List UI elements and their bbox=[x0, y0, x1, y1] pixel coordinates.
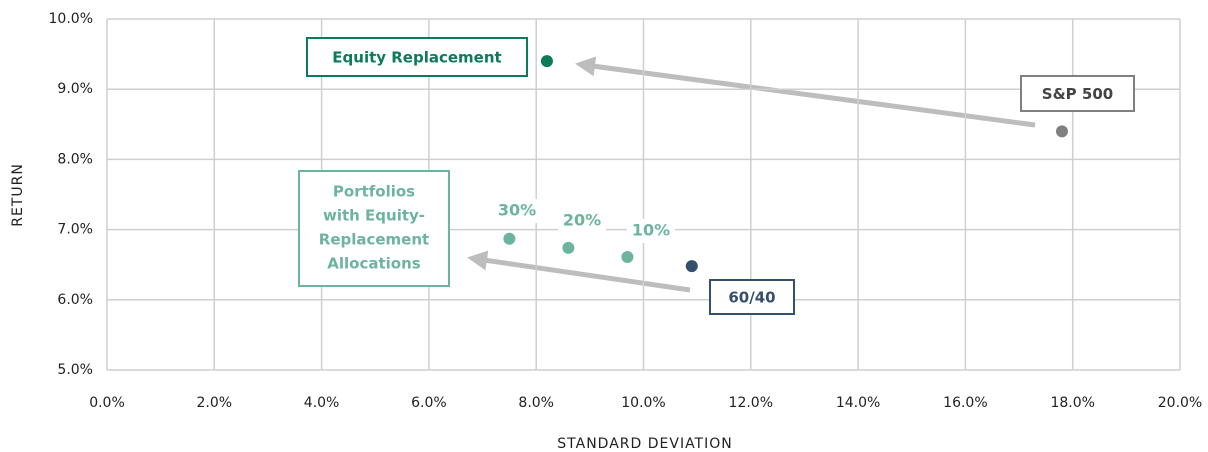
point-label: 10% bbox=[632, 221, 670, 240]
series-label: Replacement bbox=[319, 231, 429, 249]
y-tick-label: 8.0% bbox=[57, 151, 93, 167]
series-label: Equity Replacement bbox=[332, 49, 501, 67]
y-tick-label: 7.0% bbox=[57, 222, 93, 238]
x-tick-label: 20.0% bbox=[1158, 395, 1202, 411]
y-tick-label: 6.0% bbox=[57, 292, 93, 308]
x-tick-label: 4.0% bbox=[304, 395, 340, 411]
series-label: with Equity- bbox=[323, 207, 425, 225]
label-bg bbox=[558, 209, 606, 233]
point-label: 20% bbox=[563, 211, 601, 230]
label-box bbox=[709, 279, 795, 315]
series-label: 60/40 bbox=[728, 289, 775, 307]
label-bg bbox=[627, 219, 675, 243]
point bbox=[621, 250, 634, 263]
label-box bbox=[1020, 75, 1135, 112]
x-tick-label: 2.0% bbox=[197, 395, 233, 411]
series-label: Allocations bbox=[327, 255, 421, 273]
x-tick-label: 10.0% bbox=[621, 395, 665, 411]
point bbox=[503, 232, 516, 245]
x-axis-label: STANDARD DEVIATION bbox=[557, 436, 732, 452]
y-tick-label: 10.0% bbox=[49, 11, 93, 27]
x-tick-label: 18.0% bbox=[1050, 395, 1094, 411]
point-label: 30% bbox=[498, 201, 536, 220]
label-box bbox=[298, 170, 450, 287]
series-label: S&P 500 bbox=[1042, 85, 1113, 103]
x-tick-label: 14.0% bbox=[836, 395, 880, 411]
x-tick-label: 6.0% bbox=[411, 395, 447, 411]
series-label: Portfolios bbox=[333, 183, 415, 201]
x-tick-label: 16.0% bbox=[943, 395, 987, 411]
point bbox=[540, 55, 553, 68]
x-tick-label: 8.0% bbox=[518, 395, 554, 411]
y-tick-label: 9.0% bbox=[57, 81, 93, 97]
arrow bbox=[575, 56, 1036, 128]
label-bg bbox=[493, 199, 541, 223]
y-tick-label: 5.0% bbox=[57, 362, 93, 378]
x-tick-label: 0.0% bbox=[89, 395, 125, 411]
point bbox=[562, 241, 575, 254]
arrow bbox=[467, 250, 691, 293]
y-axis-label: RETURN bbox=[10, 163, 26, 227]
point bbox=[1055, 125, 1068, 138]
point bbox=[685, 260, 698, 273]
x-tick-label: 12.0% bbox=[729, 395, 773, 411]
label-box bbox=[306, 37, 528, 77]
